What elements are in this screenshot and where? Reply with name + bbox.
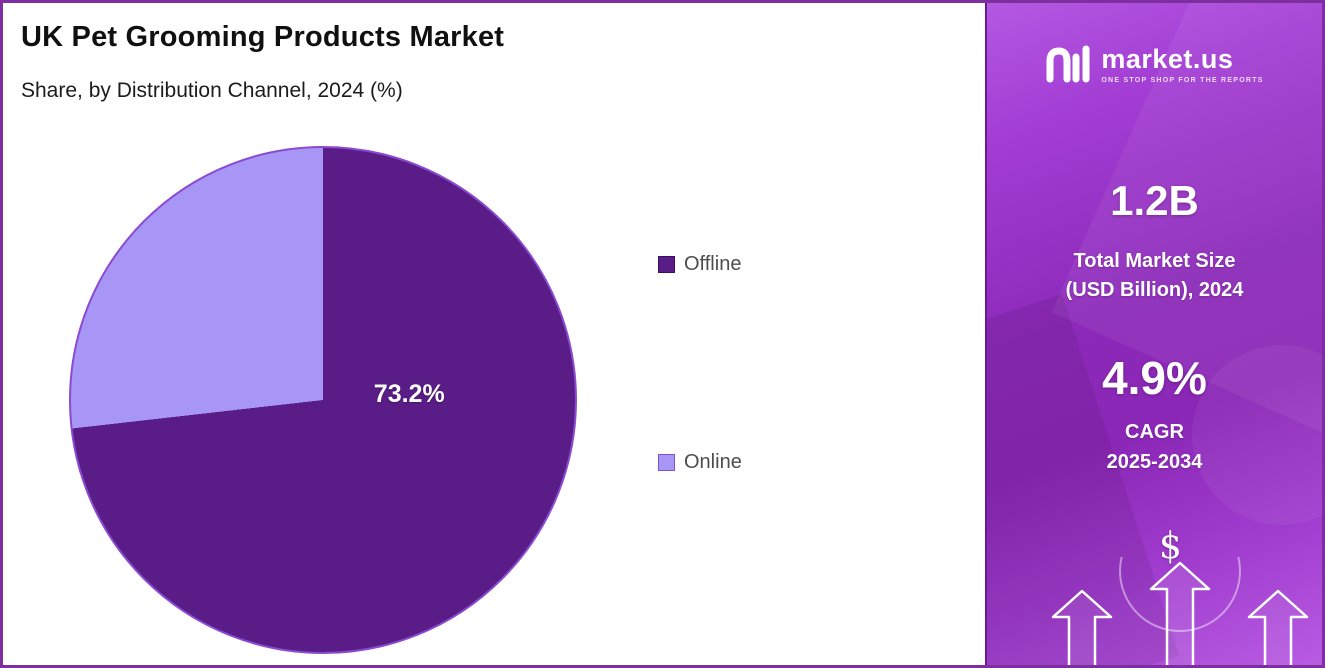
legend-item-offline: Offline bbox=[658, 253, 741, 276]
sidebar-bottom-art: $ bbox=[987, 475, 1322, 665]
sidebar-content: market.us ONE STOP SHOP FOR THE REPORTS … bbox=[987, 3, 1322, 665]
brand-tagline: ONE STOP SHOP FOR THE REPORTS bbox=[1101, 77, 1264, 84]
legend-label-online: Online bbox=[684, 451, 742, 473]
growth-arrows-icon bbox=[1051, 557, 1309, 665]
cagr-label-line1: CAGR bbox=[1125, 421, 1184, 443]
pie-chart: 73.2% bbox=[69, 146, 577, 654]
pie-slice-offline-label: 73.2% bbox=[373, 379, 445, 408]
chart-title: UK Pet Grooming Products Market bbox=[21, 21, 505, 53]
brand-logo: market.us ONE STOP SHOP FOR THE REPORTS bbox=[1045, 45, 1263, 85]
chart-subtitle: Share, by Distribution Channel, 2024 (%) bbox=[21, 79, 403, 102]
brand-text: market.us ONE STOP SHOP FOR THE REPORTS bbox=[1101, 44, 1264, 85]
cagr-label: CAGR 2025-2034 bbox=[1107, 417, 1203, 477]
cagr-value: 4.9% bbox=[1102, 352, 1207, 404]
legend-marker-offline bbox=[658, 256, 675, 273]
marketus-logo-icon bbox=[1046, 45, 1090, 83]
market-size-label: Total Market Size (USD Billion), 2024 bbox=[1066, 247, 1244, 305]
market-size-label-line1: Total Market Size bbox=[1073, 250, 1236, 272]
brand-name: market.us bbox=[1101, 44, 1234, 74]
pie bbox=[69, 146, 577, 654]
legend-label-offline: Offline bbox=[684, 253, 742, 275]
legend-marker-online bbox=[658, 454, 675, 471]
chart-area: UK Pet Grooming Products Market Share, b… bbox=[3, 3, 985, 665]
legend-item-online: Online bbox=[658, 451, 742, 474]
dollar-icon: $ bbox=[1159, 526, 1182, 567]
cagr-label-line2: 2025-2034 bbox=[1106, 451, 1203, 473]
market-size-value: 1.2B bbox=[1110, 177, 1199, 224]
market-size-label-line2: (USD Billion), 2024 bbox=[1065, 279, 1244, 301]
brand-sidebar: market.us ONE STOP SHOP FOR THE REPORTS … bbox=[985, 3, 1322, 665]
